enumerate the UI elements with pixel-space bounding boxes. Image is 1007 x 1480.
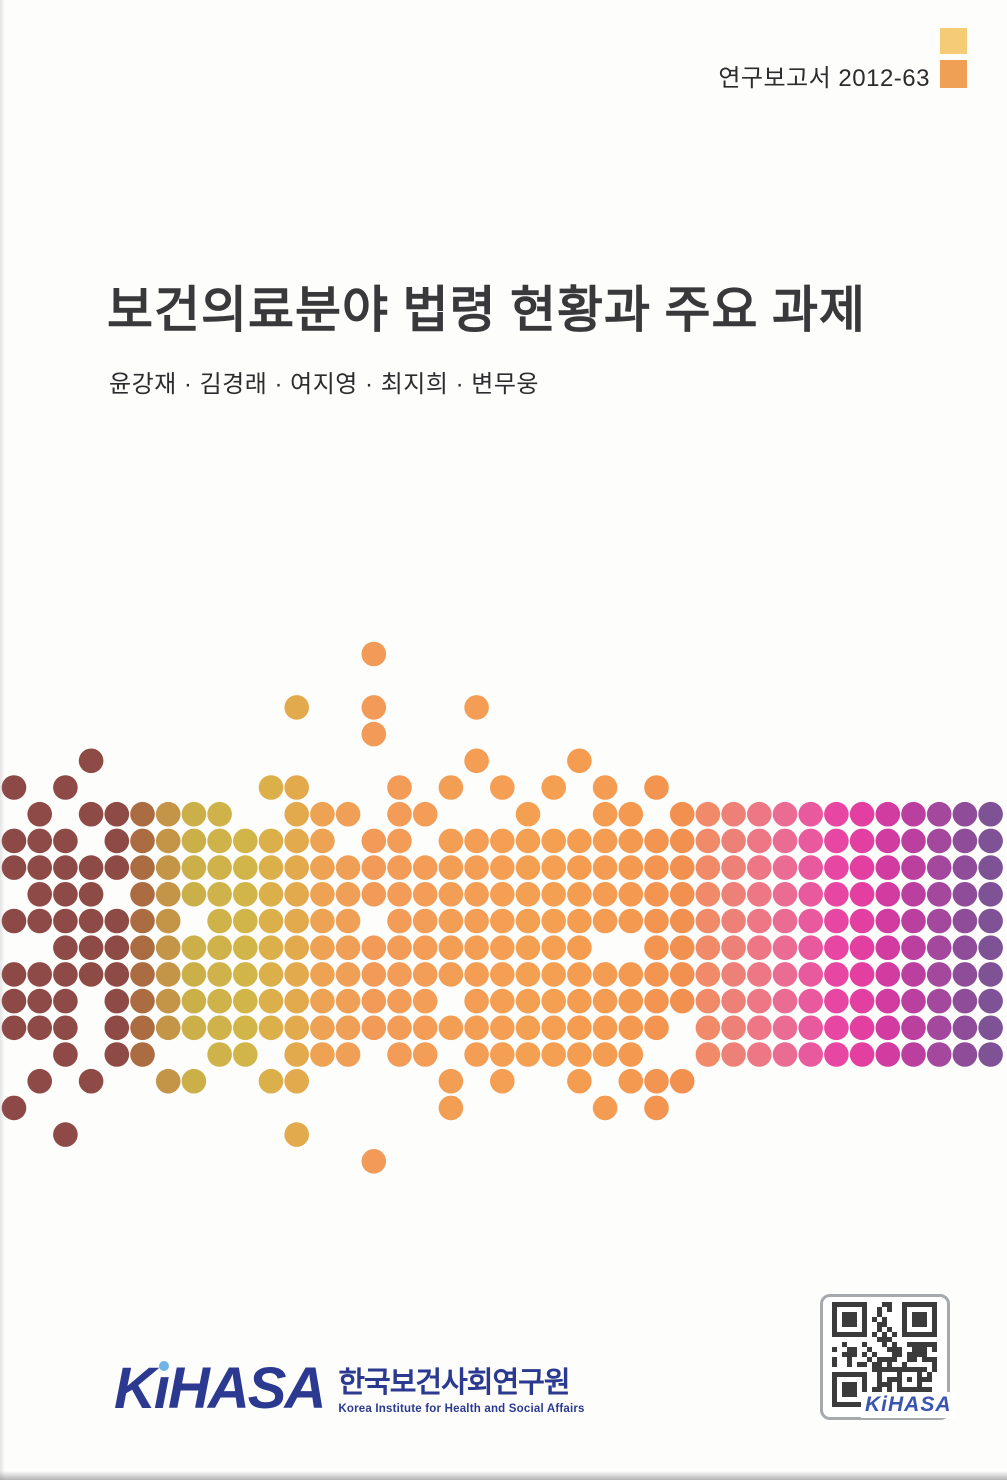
cover-authors: 윤강재 · 김경래 · 여지영 · 최지희 · 변무웅 [109, 371, 540, 398]
cover-square-top-icon [940, 28, 967, 54]
cover-title: 보건의료분야 법령 현황과 주요 과제 [107, 281, 866, 338]
scan-edge-bottom [0, 1471, 1007, 1480]
cover-square-bottom-icon [940, 60, 967, 88]
report-number: 연구보고서 2012-63 [718, 65, 930, 92]
kihasa-english-name: Korea Institute for Health and Social Af… [338, 1402, 585, 1415]
scan-edge-left [0, 0, 5, 1480]
kihasa-logo: Kı HASA 한국보건사회연구원 Korea Institute for Hea… [114, 1360, 585, 1418]
qr-matrix [832, 1302, 937, 1407]
brand-i-dot-icon [158, 1361, 169, 1371]
qr-kihasa-label: KiHASA [861, 1392, 956, 1418]
kihasa-wordmark: Kı HASA [114, 1356, 326, 1421]
qr-code: KiHASA [820, 1294, 956, 1420]
kihasa-korean-name: 한국보건사회연구원 [338, 1367, 570, 1399]
brand-letter-i: ı [153, 1356, 170, 1421]
kihasa-org-names: 한국보건사회연구원 Korea Institute for Health and… [338, 1367, 585, 1415]
